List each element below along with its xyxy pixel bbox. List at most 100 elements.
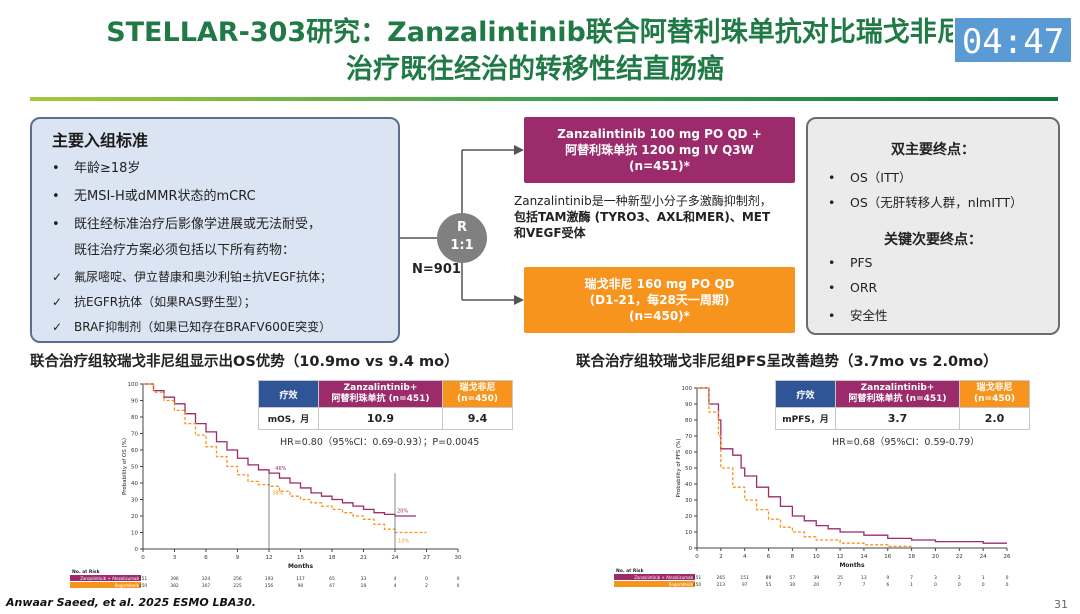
risk-count: 7	[839, 582, 842, 588]
y-tick-label: 30	[685, 498, 692, 504]
risk-count: 0	[1006, 575, 1009, 581]
page-number: 31	[1054, 598, 1068, 611]
pfs-hazard-ratio: HR=0.68（95%CI：0.59-0.79）	[832, 437, 980, 448]
x-tick-label: 12	[266, 555, 273, 561]
drug-description: Zanzalintinib是一种新型小分子多激酶抑制剂， 包括TAM激酶 (TY…	[514, 194, 772, 240]
risk-count: 1	[910, 582, 913, 588]
y-axis-label: Probability of PFS (%)	[676, 438, 682, 497]
risk-count: 89	[766, 575, 772, 581]
y-tick-label: 70	[131, 432, 138, 438]
slide-title-line2: 治疗既往经治的转移性结直肠癌	[346, 54, 724, 85]
table-header-arm-b: 瑞戈非尼 (n=450)	[959, 380, 1030, 408]
risk-row-label: Zanzalintinib + Atezolizumab	[634, 575, 693, 580]
y-tick-label: 30	[131, 498, 138, 504]
pfs-panel: 0 10 20 30 40 50 60 70 80 90 100 0 2 4 6 8 10 12 14 16 18 20 2…	[612, 376, 1080, 592]
pfs-subtitle: 联合治疗组较瑞戈非尼组PFS呈改善趋势（3.7mo vs 2.0mo）	[576, 354, 998, 370]
y-tick-label: 60	[131, 448, 138, 454]
risk-count: 2	[958, 575, 961, 581]
risk-count: 0	[1006, 582, 1009, 588]
risk-count: 19	[361, 583, 367, 589]
risk-count: 97	[742, 582, 748, 588]
y-tick-label: 10	[131, 531, 138, 537]
table-row-label: mOS，月	[258, 407, 319, 430]
slide-title-line1: STELLAR-303研究：Zanzalintinib联合阿替利珠单抗对比瑞戈非…	[106, 17, 964, 48]
risk-count: 57	[790, 575, 796, 581]
y-axis-label: Probability of OS (%)	[122, 438, 128, 495]
x-tick-label: 9	[236, 555, 240, 561]
risk-count: 39	[813, 575, 819, 581]
risk-count: 265	[717, 575, 726, 581]
x-axis-label: Months	[839, 562, 865, 569]
survival-annotation: 38%	[272, 491, 283, 497]
x-tick-label: 4	[743, 554, 747, 560]
risk-count: 3	[934, 575, 937, 581]
risk-count: 256	[233, 576, 242, 582]
table-header-arm-b: 瑞戈非尼 (n=450)	[442, 380, 513, 408]
risk-count: 117	[296, 576, 305, 582]
x-axis-label: Months	[288, 563, 314, 570]
enrollment-count: N=901	[412, 262, 461, 277]
x-tick-label: 16	[884, 554, 891, 560]
y-tick-label: 90	[131, 399, 138, 405]
endpoint-item: • OS（无肝转移人群，nlmITT）	[828, 195, 1023, 210]
x-tick-label: 8	[791, 554, 795, 560]
risk-count: 25	[837, 575, 843, 581]
inclusion-criteria-box: 主要入组标准 • 年龄≥18岁 • 无MSI-H或dMMR状态的mCRC • 既往经标…	[30, 117, 400, 343]
criteria-item-continuation: 既往治疗方案必须包括以下所有药物：	[74, 243, 296, 258]
km-curve-series-2	[143, 383, 427, 534]
endpoint-item: • PFS	[828, 255, 873, 270]
risk-count: 0	[457, 583, 460, 589]
x-tick-label: 3	[173, 555, 177, 561]
risk-count: 382	[170, 583, 179, 589]
risk-row-label-bg	[614, 574, 695, 580]
title-divider	[30, 97, 1058, 101]
risk-count: 2	[425, 583, 428, 589]
risk-count: 0	[425, 576, 428, 582]
survival-annotation: 46%	[275, 466, 286, 472]
risk-count: 20	[813, 582, 819, 588]
risk-count: 396	[170, 576, 179, 582]
table-header-arm-a: Zanzalintinib+ 阿替利珠单抗 (n=451)	[318, 380, 443, 408]
table-header-label: 疗效	[258, 380, 319, 408]
x-tick-label: 0	[141, 555, 145, 561]
survival-annotation: 10%	[398, 538, 409, 544]
risk-count: 307	[202, 583, 211, 589]
risk-count: 55	[766, 582, 772, 588]
x-tick-label: 24	[980, 554, 987, 560]
risk-row-label: Zanzalintinib + Atezolizumab	[80, 576, 139, 581]
risk-count: 213	[717, 582, 726, 588]
risk-count: 9	[886, 575, 889, 581]
risk-count: 225	[233, 583, 242, 589]
risk-count: 7	[862, 582, 865, 588]
x-tick-label: 26	[1004, 554, 1011, 560]
risk-count: 151	[740, 575, 749, 581]
endpoints-box: 双主要终点： • OS（ITT） • OS（无肝转移人群，nlmITT） 关键次要终…	[806, 117, 1060, 335]
arm-regorafenib-box: 瑞戈非尼 160 mg PO QD (D1-21，每28天一周期) (n=450…	[524, 267, 795, 333]
y-tick-label: 20	[685, 514, 692, 520]
risk-count: 1	[982, 575, 985, 581]
endpoint-item: • ORR	[828, 280, 878, 295]
os-subtitle: 联合治疗组较瑞戈非尼组显示出OS优势（10.9mo vs 9.4 mo）	[30, 354, 459, 370]
risk-table-title: No. at Risk	[72, 569, 101, 575]
criteria-item: • 年龄≥18岁	[52, 161, 141, 176]
risk-row-label-bg	[614, 581, 695, 587]
risk-count: 451	[693, 575, 702, 581]
primary-endpoints-heading: 双主要终点：	[891, 142, 975, 158]
risk-count: 13	[861, 575, 867, 581]
risk-count: 193	[265, 576, 274, 582]
risk-count: 0	[457, 576, 460, 582]
x-tick-label: 6	[204, 555, 208, 561]
x-tick-label: 0	[695, 554, 699, 560]
risk-count: 451	[139, 576, 148, 582]
risk-row-label-bg	[70, 582, 141, 588]
risk-count: 4	[394, 583, 397, 589]
y-tick-label: 50	[685, 466, 692, 472]
km-curve-series-1	[143, 383, 416, 517]
os-results-table: 疗效 Zanzalintinib+ 阿替利珠单抗 (n=451) 瑞戈非尼 (n=4…	[258, 380, 513, 430]
y-tick-label: 80	[685, 418, 692, 424]
y-tick-label: 20	[131, 514, 138, 520]
os-hazard-ratio: HR=0.80（95%CI：0.69-0.93）；P=0.0045	[280, 437, 480, 448]
risk-count: 30	[790, 582, 796, 588]
risk-count: 6	[886, 582, 889, 588]
